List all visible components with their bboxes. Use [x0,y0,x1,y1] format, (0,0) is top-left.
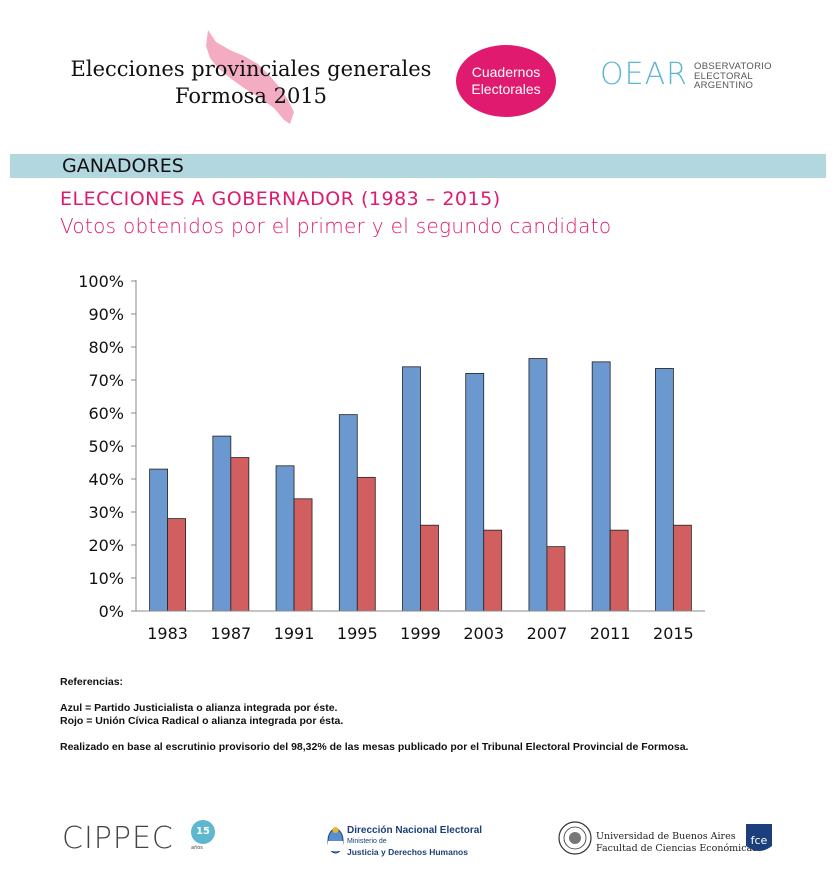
chart-heading: ELECCIONES A GOBERNADOR (1983 – 2015) [60,188,501,210]
y-tick-label: 20% [88,536,124,555]
bar-red-2015 [672,524,692,612]
x-tick-label: 2015 [653,624,694,643]
y-tick-label: 40% [88,470,124,489]
header: Elecciones provinciales generales Formos… [0,0,835,150]
bar-red-1983 [167,518,187,612]
footer: CIPPEC 15 años Dirección Nacional Electo… [0,815,835,885]
bar-red-1999 [420,524,439,612]
cuadernos-electorales-badge: Cuadernos Electorales [456,45,556,117]
fce-logo-text: fce [751,834,768,847]
bar-blue-1987 [212,435,232,612]
bar-red-2003 [483,529,503,612]
bar-red-2011 [609,529,629,612]
y-tick-label: 80% [88,338,124,357]
report-title: Elecciones provinciales generales Formos… [70,56,432,110]
section-band-label: GANADORES [62,155,184,177]
x-tick-label: 1987 [210,624,251,643]
badge-line-1: Cuadernos [471,64,541,80]
bar-blue-1995 [338,414,358,612]
dne-line-2: Ministerio de [347,838,387,845]
oear-caption-2: ELECTORAL [694,70,754,82]
y-axis-ticks: 0% 10% 20% 30% 40% 50% 60% 70% 80% 90% 100% [78,272,136,621]
uba-seal-icon [558,821,592,855]
x-tick-label: 1983 [147,624,188,643]
dne-logo: Dirección Nacional Electoral Ministerio … [327,825,497,861]
y-tick-label: 60% [88,404,124,423]
bar-chart: 0%10%20%30%40%50%60%70%80%90%100% 1983 19… [78,272,705,643]
oear-logo: OEAR OBSERVATORIO ELECTORAL ARGENTINO [600,58,800,98]
bar-blue-1991 [275,465,295,612]
dne-line-1: Dirección Nacional Electoral [347,825,483,836]
x-tick-label: 1995 [337,624,378,643]
references-label: Referencias: [60,676,124,688]
oear-logo-caption: OBSERVATORIO ELECTORAL ARGENTINO [694,62,772,91]
cippec-badge-caption: años [191,845,203,851]
x-tick-label: 2003 [463,624,504,643]
cippec-15-badge: 15 [191,820,215,844]
oear-caption-3: ARGENTINO [694,80,754,91]
y-tick-label: 30% [88,503,124,522]
x-axis-labels: 1983 1987 1991 1995 1999 2003 2007 2011 2015 [147,624,693,643]
bar-blue-1983 [149,468,169,612]
y-tick-label: 0% [99,602,124,621]
uba-line-2: Facultad de Ciencias Económicas [596,843,758,854]
oear-caption-1: OBSERVATORIO [694,61,772,72]
uba-logo: Universidad de Buenos Aires Facultad de … [558,821,778,861]
chart-subheading: Votos obtenidos por el primer y el segun… [60,214,612,238]
bar-blue-2015 [654,368,674,612]
source-note: Realizado en base al escrutinio provisor… [60,741,689,753]
formosa-map-shape [206,30,294,124]
y-tick-label: 50% [88,437,124,456]
reference-red: Rojo = Unión Cívica Radical o alianza in… [60,715,344,727]
y-tick-label: 10% [88,569,124,588]
bar-red-1991 [293,498,313,612]
bar-blue-2011 [591,361,611,612]
bar-blue-2003 [465,373,485,612]
bar-red-2007 [546,546,566,612]
argentina-shield-icon [327,827,344,854]
badge-line-2: Electorales [471,81,541,97]
y-tick-label: 70% [88,371,124,390]
references: Referencias: Azul = Partido Justicialist… [60,676,820,754]
dne-line-3: Justicia y Derechos Humanos [347,847,468,857]
x-tick-label: 2007 [527,624,568,643]
bar-blue-2007 [528,358,548,612]
bar-red-1995 [356,476,376,612]
x-tick-label: 2011 [590,624,631,643]
y-tick-label: 100% [78,272,124,291]
reference-blue: Azul = Partido Justicialista o alianza i… [60,702,338,714]
uba-line-1: Universidad de Buenos Aires [596,831,736,842]
bar-red-1987 [230,457,250,612]
bar-blue-1999 [402,366,421,612]
cippec-logo: CIPPEC [62,821,174,856]
title-line-1: Elecciones provinciales generales [70,57,432,81]
x-tick-label: 1991 [274,624,315,643]
oear-logo-text: OEAR [600,57,688,92]
bars [149,358,692,612]
y-tick-label: 90% [88,305,124,324]
title-line-2: Formosa 2015 [174,84,328,108]
section-band: GANADORES [10,154,826,178]
x-tick-label: 1999 [400,624,441,643]
fce-logo-icon: fce [746,824,772,851]
